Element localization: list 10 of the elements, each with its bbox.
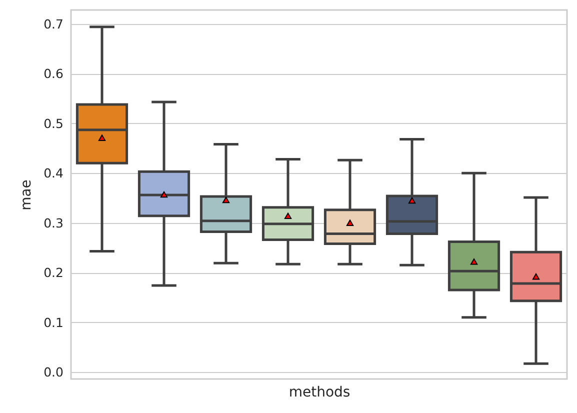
y-tick-label: 0.4 — [44, 166, 64, 181]
y-tick-label: 0.5 — [44, 116, 64, 131]
y-tick-label: 0.2 — [44, 265, 64, 280]
y-tick-label: 0.7 — [44, 16, 64, 32]
y-tick-label: 0.1 — [44, 314, 64, 330]
y-tick-label: 0.6 — [44, 66, 64, 82]
y-axis-title: mae — [18, 180, 35, 210]
x-axis-title: methods — [288, 384, 350, 400]
y-tick-label: 0.0 — [44, 364, 64, 380]
y-tick-label: 0.3 — [44, 215, 64, 230]
